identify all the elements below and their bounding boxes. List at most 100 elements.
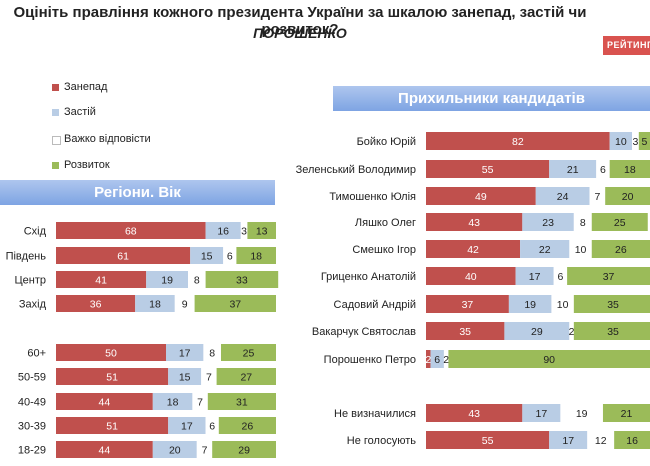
segment-stagnation: [535, 187, 590, 205]
data-label: 61: [117, 251, 129, 263]
segment-stagnation: [504, 322, 570, 340]
data-label: 17: [181, 421, 193, 433]
data-label: 16: [626, 435, 638, 447]
segment-decline: [56, 368, 169, 385]
segment-stagnation: [168, 417, 206, 434]
data-label: 37: [603, 271, 615, 283]
segment-hard-to-say: [589, 187, 606, 205]
segment-stagnation: [430, 350, 444, 368]
row-label: Зеленський Володимир: [296, 164, 416, 176]
candidates-banner: Прихильники кандидатів: [333, 86, 650, 111]
data-label: 22: [539, 244, 551, 256]
row-label: Вакарчук Святослав: [312, 326, 416, 338]
data-label: 68: [125, 226, 137, 238]
data-label: 35: [607, 326, 619, 338]
data-label: 29: [531, 326, 543, 338]
chart-title: Оцініть правління кожного президента Укр…: [13, 4, 587, 38]
segment-hard-to-say: [569, 322, 574, 340]
legend-label: Застій: [64, 106, 96, 118]
segment-hard-to-say: [188, 271, 206, 288]
regions-age-banner: Регіони. Вік: [0, 180, 275, 205]
segment-stagnation: [522, 213, 574, 231]
row-label: Бойко Юрій: [357, 136, 416, 148]
data-label: 8: [194, 275, 200, 287]
segment-hard-to-say: [174, 295, 195, 312]
segment-hard-to-say: [192, 393, 208, 410]
data-label: 7: [202, 445, 208, 457]
data-label: 25: [614, 217, 626, 229]
data-label: 43: [468, 217, 480, 229]
legend-swatch: [52, 136, 61, 145]
segment-hard-to-say: [203, 344, 221, 361]
segment-decline: [426, 322, 505, 340]
segment-decline: [426, 350, 431, 368]
segment-hard-to-say: [632, 132, 639, 150]
segment-development: [448, 350, 650, 368]
data-label: 7: [206, 372, 212, 384]
data-label: 29: [238, 445, 250, 457]
chart-row: Бойко Юрій 82 10 3 5: [357, 132, 650, 150]
data-label: 36: [90, 299, 102, 311]
segment-development: [216, 368, 276, 385]
data-label: 26: [615, 244, 627, 256]
segment-stagnation: [152, 393, 193, 410]
row-label: Садовий Андрій: [334, 299, 416, 311]
data-label: 18: [167, 397, 179, 409]
data-label: 18: [624, 164, 636, 176]
data-label: 9: [182, 299, 188, 311]
segment-stagnation: [522, 404, 561, 422]
chart-row: Південь 61 15 6 18: [6, 247, 276, 264]
segment-development: [591, 240, 650, 258]
row-label: Порошенко Петро: [324, 354, 416, 366]
segment-stagnation: [168, 368, 202, 385]
segment-decline: [56, 417, 169, 434]
data-label: 12: [595, 435, 607, 447]
data-label: 55: [482, 435, 494, 447]
segment-stagnation: [515, 267, 554, 285]
chart-row: Гриценко Анатолій 40 17 6 37: [321, 267, 650, 285]
chart-row: Тимошенко Юлія 49 24 7 20: [329, 187, 650, 205]
segment-decline: [56, 344, 166, 361]
data-label: 55: [482, 164, 494, 176]
segment-decline: [56, 393, 153, 410]
chart-row: 18-29 44 20 7 29: [18, 441, 276, 458]
data-label: 21: [567, 164, 579, 176]
segment-stagnation: [190, 247, 224, 264]
row-label: 40-49: [18, 397, 46, 409]
chart-subtitle: ПОРОШЕНКО: [253, 25, 347, 41]
data-label: 7: [197, 397, 203, 409]
segment-development: [602, 404, 650, 422]
chart-row: Ляшко Олег 43 23 8 25: [355, 213, 648, 231]
data-label: 42: [467, 244, 479, 256]
segment-decline: [426, 240, 521, 258]
segment-development: [591, 213, 648, 231]
segment-hard-to-say: [443, 350, 449, 368]
chart-row: Вакарчук Святослав 35 29 2 35: [312, 322, 650, 340]
data-label: 16: [217, 226, 229, 238]
segment-development: [573, 295, 650, 313]
chart-row: Захід 36 18 9 37: [19, 295, 276, 312]
segment-hard-to-say: [240, 222, 248, 239]
segment-development: [221, 344, 276, 361]
segment-decline: [426, 431, 550, 449]
row-label: Не визначилися: [334, 408, 416, 420]
segment-hard-to-say: [587, 431, 615, 449]
data-label: 27: [240, 372, 252, 384]
segment-stagnation: [609, 132, 633, 150]
segment-decline: [426, 187, 536, 205]
segment-stagnation: [152, 441, 197, 458]
chart-row: 40-49 44 18 7 31: [18, 393, 276, 410]
data-label: 17: [179, 348, 191, 360]
segment-development: [247, 222, 276, 239]
segment-stagnation: [166, 344, 204, 361]
segment-development: [614, 431, 650, 449]
chart-row: Не голосують 55 17 12 16: [347, 431, 650, 449]
data-label: 10: [615, 136, 627, 148]
row-label: Ляшко Олег: [355, 217, 416, 229]
data-label: 37: [462, 299, 474, 311]
data-label: 17: [529, 271, 541, 283]
data-label: 8: [209, 348, 215, 360]
data-label: 3: [633, 136, 639, 148]
